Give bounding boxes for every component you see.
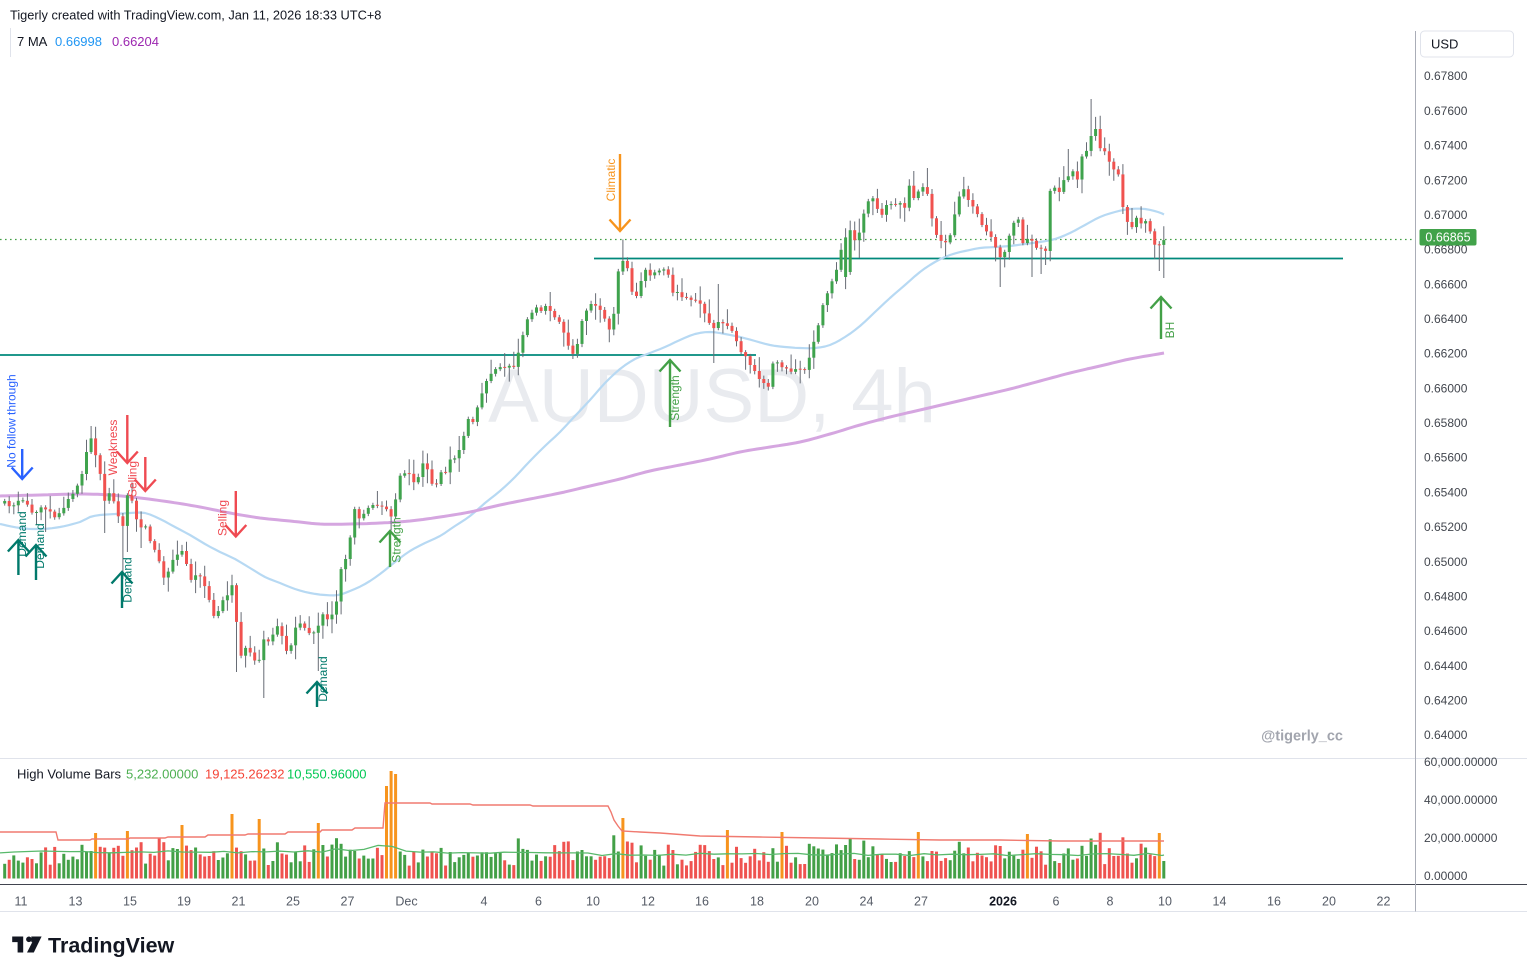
svg-text:25: 25 (286, 895, 300, 909)
svg-text:10: 10 (586, 895, 600, 909)
svg-text:6: 6 (1053, 895, 1060, 909)
svg-text:BH: BH (1163, 322, 1177, 339)
svg-text:0.64600: 0.64600 (1424, 624, 1468, 638)
svg-text:TradingView: TradingView (48, 934, 175, 958)
svg-text:USD: USD (1431, 37, 1458, 52)
svg-text:0.65000: 0.65000 (1424, 555, 1468, 569)
svg-text:Climatic: Climatic (604, 159, 618, 202)
svg-text:0.64000: 0.64000 (1424, 728, 1468, 742)
svg-text:0.67600: 0.67600 (1424, 104, 1468, 118)
svg-text:19: 19 (177, 895, 191, 909)
svg-text:0.65600: 0.65600 (1424, 451, 1468, 465)
svg-text:0.67800: 0.67800 (1424, 69, 1468, 83)
svg-text:20: 20 (1322, 895, 1336, 909)
svg-text:0.66000: 0.66000 (1424, 381, 1468, 395)
svg-text:Demand: Demand (121, 557, 135, 602)
svg-text:16: 16 (1267, 895, 1281, 909)
svg-text:0.66998: 0.66998 (55, 34, 102, 49)
svg-text:14: 14 (1213, 895, 1227, 909)
svg-text:Demand: Demand (316, 656, 330, 701)
svg-text:0.00000: 0.00000 (1424, 869, 1468, 883)
svg-text:4: 4 (481, 895, 488, 909)
svg-text:10,550.96000: 10,550.96000 (287, 767, 367, 782)
svg-text:11: 11 (15, 895, 28, 909)
svg-text:10: 10 (1158, 895, 1172, 909)
svg-text:21: 21 (232, 895, 246, 909)
svg-text:13: 13 (69, 895, 83, 909)
svg-text:Demand: Demand (15, 511, 29, 556)
svg-text:8: 8 (1107, 895, 1114, 909)
svg-text:22: 22 (1377, 895, 1391, 909)
svg-text:0.66204: 0.66204 (112, 34, 159, 49)
svg-text:7 MA: 7 MA (17, 34, 48, 49)
svg-text:12: 12 (641, 895, 655, 909)
svg-text:2026: 2026 (989, 895, 1017, 909)
svg-text:20: 20 (805, 895, 819, 909)
svg-text:Dec: Dec (395, 895, 417, 909)
svg-text:20,000.00000: 20,000.00000 (1424, 831, 1498, 845)
svg-text:27: 27 (914, 895, 928, 909)
svg-text:Selling: Selling (216, 500, 230, 536)
svg-text:24: 24 (860, 895, 874, 909)
svg-text:0.67400: 0.67400 (1424, 139, 1468, 153)
svg-text:Strength: Strength (668, 375, 682, 420)
svg-text:0.64400: 0.64400 (1424, 659, 1468, 673)
svg-text:0.66200: 0.66200 (1424, 347, 1468, 361)
svg-text:16: 16 (695, 895, 709, 909)
svg-text:AUDUSD, 4h: AUDUSD, 4h (488, 354, 936, 439)
svg-text:5,232.00000: 5,232.00000 (126, 767, 198, 782)
svg-text:0.66865: 0.66865 (1425, 231, 1470, 245)
svg-text:0.65400: 0.65400 (1424, 485, 1468, 499)
svg-text:40,000.00000: 40,000.00000 (1424, 793, 1498, 807)
svg-text:No follow through: No follow through (5, 374, 19, 467)
svg-text:0.67000: 0.67000 (1424, 208, 1468, 222)
svg-text:@tigerly_cc: @tigerly_cc (1261, 729, 1343, 745)
svg-text:6: 6 (535, 895, 542, 909)
svg-text:15: 15 (123, 895, 137, 909)
svg-text:0.64200: 0.64200 (1424, 694, 1468, 708)
svg-text:0.67200: 0.67200 (1424, 173, 1468, 187)
svg-text:27: 27 (341, 895, 355, 909)
svg-text:High Volume Bars: High Volume Bars (17, 767, 122, 782)
svg-text:Selling: Selling (126, 461, 140, 497)
svg-text:0.66400: 0.66400 (1424, 312, 1468, 326)
svg-text:19,125.26232: 19,125.26232 (205, 767, 285, 782)
svg-text:Demand: Demand (33, 523, 47, 568)
svg-text:0.65200: 0.65200 (1424, 520, 1468, 534)
svg-text:0.64800: 0.64800 (1424, 590, 1468, 604)
svg-text:18: 18 (750, 895, 764, 909)
svg-text:Tigerly created with TradingVi: Tigerly created with TradingView.com, Ja… (10, 8, 381, 23)
svg-text:0.66600: 0.66600 (1424, 277, 1468, 291)
svg-text:60,000.00000: 60,000.00000 (1424, 755, 1498, 769)
svg-text:Strength: Strength (390, 517, 404, 562)
svg-text:Weakness: Weakness (106, 420, 120, 476)
svg-text:0.66800: 0.66800 (1424, 243, 1468, 257)
svg-text:0.65800: 0.65800 (1424, 416, 1468, 430)
